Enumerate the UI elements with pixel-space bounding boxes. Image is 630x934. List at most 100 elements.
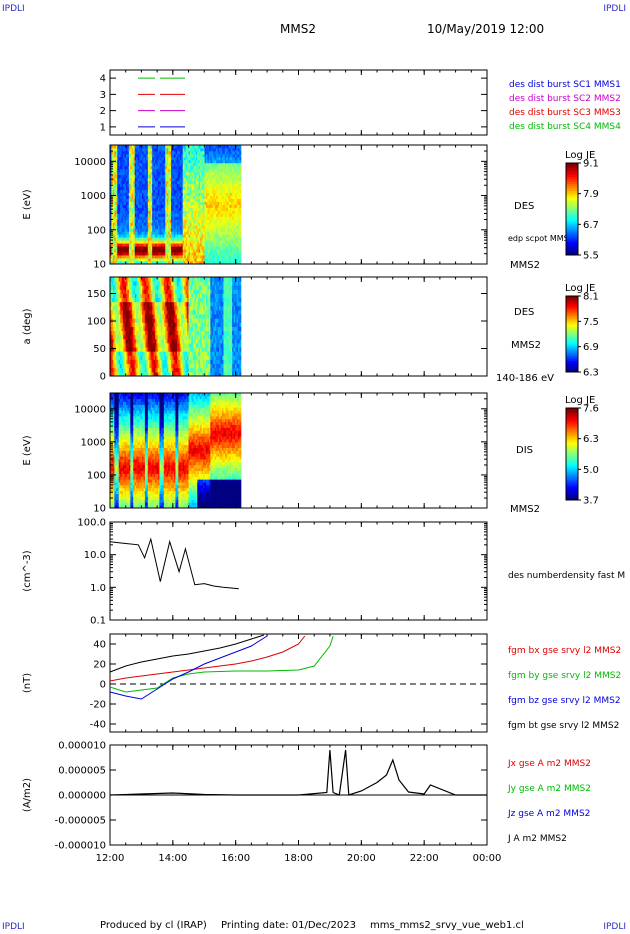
heatmap-cell — [150, 237, 153, 241]
heatmap-cell — [184, 186, 187, 191]
heatmap-cell — [221, 249, 224, 253]
heatmap-cell — [214, 147, 217, 152]
heatmap-cell — [123, 201, 125, 205]
heatmap-cell — [166, 255, 169, 259]
heatmap-cell — [149, 359, 152, 365]
heatmap-cell — [204, 159, 207, 164]
heatmap-cell — [163, 367, 166, 373]
heatmap-cell — [156, 355, 159, 360]
heatmap-cell — [213, 195, 216, 199]
heatmap-cell — [175, 231, 178, 235]
heatmap-cell — [224, 189, 227, 194]
heatmap-cell — [121, 168, 124, 173]
heatmap-cell — [146, 207, 149, 211]
heatmap-cell — [127, 183, 130, 188]
heatmap-cell — [187, 195, 189, 199]
heatmap-cell — [185, 222, 188, 226]
heatmap-cell — [220, 165, 223, 170]
heatmap-cell — [120, 258, 123, 262]
heatmap-cell — [110, 301, 112, 307]
heatmap-cell — [221, 210, 224, 214]
heatmap-cell — [237, 183, 240, 188]
heatmap-cell — [172, 301, 175, 307]
heatmap-cell — [128, 207, 131, 211]
heatmap-cell — [172, 213, 175, 217]
heatmap-cell — [117, 343, 120, 348]
heatmap-cell — [169, 301, 172, 307]
heatmap-cell — [112, 240, 115, 244]
heatmap-cell — [188, 219, 191, 223]
heatmap-cell — [124, 159, 127, 164]
heatmap-cell — [133, 297, 136, 303]
heatmap-cell — [115, 318, 118, 323]
heatmap-cell — [223, 246, 226, 250]
heatmap-cell — [124, 150, 127, 155]
heatmap-cell — [176, 355, 179, 360]
heatmap-cell — [169, 219, 172, 223]
heatmap-cell — [143, 192, 146, 196]
heatmap-cell — [155, 293, 157, 299]
heatmap-cell — [140, 219, 143, 223]
heatmap-cell — [160, 228, 163, 232]
heatmap-cell — [140, 289, 143, 294]
heatmap-cell — [169, 289, 172, 294]
heatmap-cell — [176, 192, 179, 196]
heatmap-cell — [198, 243, 201, 247]
heatmap-cell — [166, 258, 169, 262]
heatmap-cell — [192, 210, 195, 214]
heatmap-cell — [137, 338, 140, 344]
heatmap-cell — [198, 249, 201, 253]
heatmap-cell — [217, 180, 220, 185]
heatmap-cell — [123, 204, 125, 208]
heatmap-cell — [121, 237, 124, 241]
heatmap-cell — [144, 171, 147, 176]
heatmap-cell — [115, 301, 118, 307]
heatmap-cell — [156, 153, 159, 158]
heatmap-cell — [203, 180, 205, 185]
heatmap-cell — [223, 225, 226, 229]
heatmap-cell — [197, 249, 200, 253]
heatmap-cell — [204, 156, 207, 161]
heatmap-cell — [192, 145, 195, 149]
heatmap-cell — [162, 189, 165, 194]
heatmap-cell — [168, 216, 171, 220]
heatmap-cell — [210, 186, 213, 191]
heatmap-cell — [131, 153, 134, 158]
heatmap-cell — [211, 243, 214, 247]
heatmap-cell — [130, 171, 133, 176]
heatmap-cell — [226, 153, 229, 158]
heatmap-cell — [124, 165, 127, 170]
heatmap-cell — [224, 234, 227, 238]
heatmap-cell — [216, 159, 219, 164]
heatmap-cell — [200, 204, 203, 208]
heatmap-cell — [117, 330, 120, 336]
heatmap-cell — [187, 213, 189, 217]
heatmap-cell — [187, 210, 189, 214]
heatmap-cell — [152, 156, 155, 161]
heatmap-cell — [194, 219, 197, 223]
heatmap-cell — [198, 145, 201, 149]
heatmap-cell — [118, 249, 121, 253]
heatmap-cell — [131, 281, 134, 286]
heatmap-cell — [123, 255, 125, 259]
heatmap-cell — [112, 171, 115, 176]
heatmap-cell — [155, 165, 157, 170]
heatmap-cell — [146, 228, 149, 232]
heatmap-cell — [194, 243, 197, 247]
heatmap-cell — [192, 252, 195, 256]
heatmap-cell — [153, 351, 156, 356]
heatmap-cell — [117, 318, 120, 323]
heatmap-cell — [184, 246, 187, 250]
heatmap-cell — [152, 234, 155, 238]
heatmap-cell — [203, 213, 205, 217]
heatmap-cell — [168, 195, 171, 199]
heatmap-cell — [120, 318, 123, 323]
heatmap-cell — [188, 261, 191, 265]
heatmap-cell — [117, 367, 120, 373]
heatmap-cell — [210, 243, 213, 247]
heatmap-cell — [146, 261, 149, 265]
heatmap-cell — [126, 322, 128, 327]
heatmap-cell — [182, 246, 185, 250]
heatmap-cell — [158, 180, 160, 185]
heatmap-cell — [211, 180, 214, 185]
